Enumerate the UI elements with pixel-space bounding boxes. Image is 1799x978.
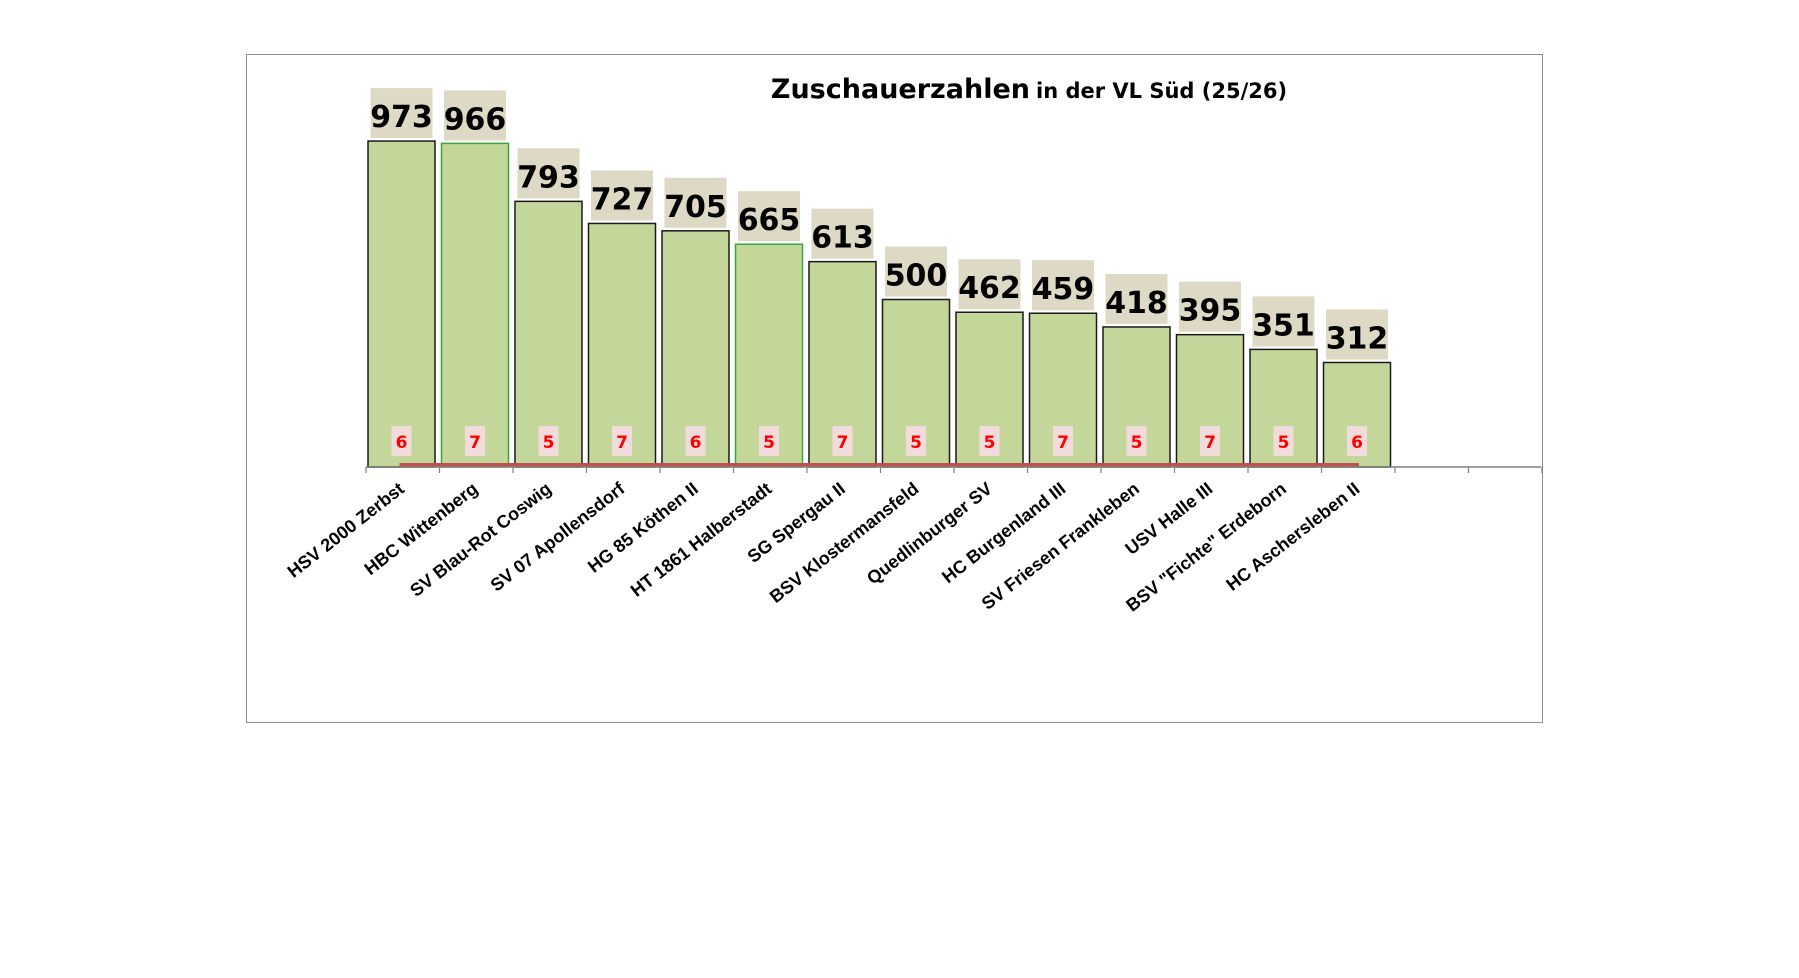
value-label-box xyxy=(1105,273,1168,324)
value-label-box xyxy=(738,191,800,242)
x-tick-label: HC Burgenland III xyxy=(938,478,1069,587)
value-label-box xyxy=(444,90,506,141)
value-label-box xyxy=(591,170,653,221)
games-count-label: 5 xyxy=(1278,433,1290,453)
data-label: 793 xyxy=(517,160,580,195)
games-count-label: 7 xyxy=(616,433,628,453)
value-label-box xyxy=(958,259,1021,310)
games-label-box xyxy=(906,426,926,456)
data-label: 418 xyxy=(1105,286,1168,321)
value-label-box xyxy=(1032,260,1094,311)
value-label-box xyxy=(1326,309,1388,360)
games-label-box xyxy=(832,426,853,456)
data-label: 665 xyxy=(738,203,801,238)
x-tick-label: SV Blau-Rot Coswig xyxy=(406,478,555,600)
data-label: 500 xyxy=(885,259,948,294)
chart-subtitle: in der VL Süd (25/26) xyxy=(1036,79,1287,103)
games-label-box xyxy=(759,426,779,456)
value-label-box xyxy=(370,88,433,139)
x-tick-label: Quedlinburger SV xyxy=(863,478,996,588)
games-count-label: 5 xyxy=(984,433,996,453)
games-count-label: 6 xyxy=(396,433,408,453)
games-label-box xyxy=(1273,426,1294,456)
games-count-label: 5 xyxy=(543,433,555,453)
games-label-box xyxy=(1347,426,1367,456)
bar xyxy=(440,142,510,468)
games-label-box xyxy=(465,426,485,456)
data-label: 613 xyxy=(811,221,874,256)
x-tick-label: SV 07 Apollensdorf xyxy=(487,478,630,596)
bar xyxy=(514,200,583,468)
data-label: 727 xyxy=(591,182,654,217)
games-label-box xyxy=(538,426,559,456)
games-count-label: 6 xyxy=(1351,433,1363,453)
games-count-label: 7 xyxy=(1057,433,1069,453)
games-label-box xyxy=(391,426,412,456)
data-label: 705 xyxy=(664,190,727,225)
bar xyxy=(367,140,436,468)
value-label-box xyxy=(885,246,947,297)
games-count-label: 7 xyxy=(1204,433,1216,453)
games-label-box xyxy=(1053,426,1073,456)
value-label-box xyxy=(517,148,580,199)
x-tick-label: HC Aschersleben II xyxy=(1222,478,1363,594)
bars-layer xyxy=(367,140,1392,468)
value-label-box xyxy=(811,208,874,259)
games-count-label: 6 xyxy=(690,433,702,453)
games-label-box xyxy=(1200,426,1220,456)
games-label-box xyxy=(979,426,1000,456)
chart-title-main: Zuschauerzahlen xyxy=(771,74,1030,105)
x-axis xyxy=(365,466,1543,473)
data-label: 966 xyxy=(444,102,507,137)
x-tick-label: HT 1861 Halberstadt xyxy=(627,478,776,600)
data-label: 459 xyxy=(1032,272,1095,307)
data-label: 462 xyxy=(958,271,1021,306)
value-label-box xyxy=(1252,296,1315,347)
games-label-box xyxy=(612,426,632,456)
value-label-box xyxy=(1179,281,1241,332)
chart-title: Zuschauerzahlen in der VL Süd (25/26) xyxy=(771,74,1287,105)
data-label: 395 xyxy=(1179,294,1242,329)
data-label: 351 xyxy=(1252,308,1315,343)
games-count-label: 7 xyxy=(837,433,849,453)
games-count-label: 5 xyxy=(910,433,922,453)
games-label-box xyxy=(685,426,706,456)
games-count-label: 5 xyxy=(1131,433,1143,453)
value-label-box xyxy=(664,177,727,228)
data-label: 973 xyxy=(370,100,433,135)
games-label-box xyxy=(1126,426,1147,456)
data-label: 312 xyxy=(1326,321,1389,356)
games-count-label: 5 xyxy=(763,433,775,453)
games-count-label: 7 xyxy=(469,433,481,453)
